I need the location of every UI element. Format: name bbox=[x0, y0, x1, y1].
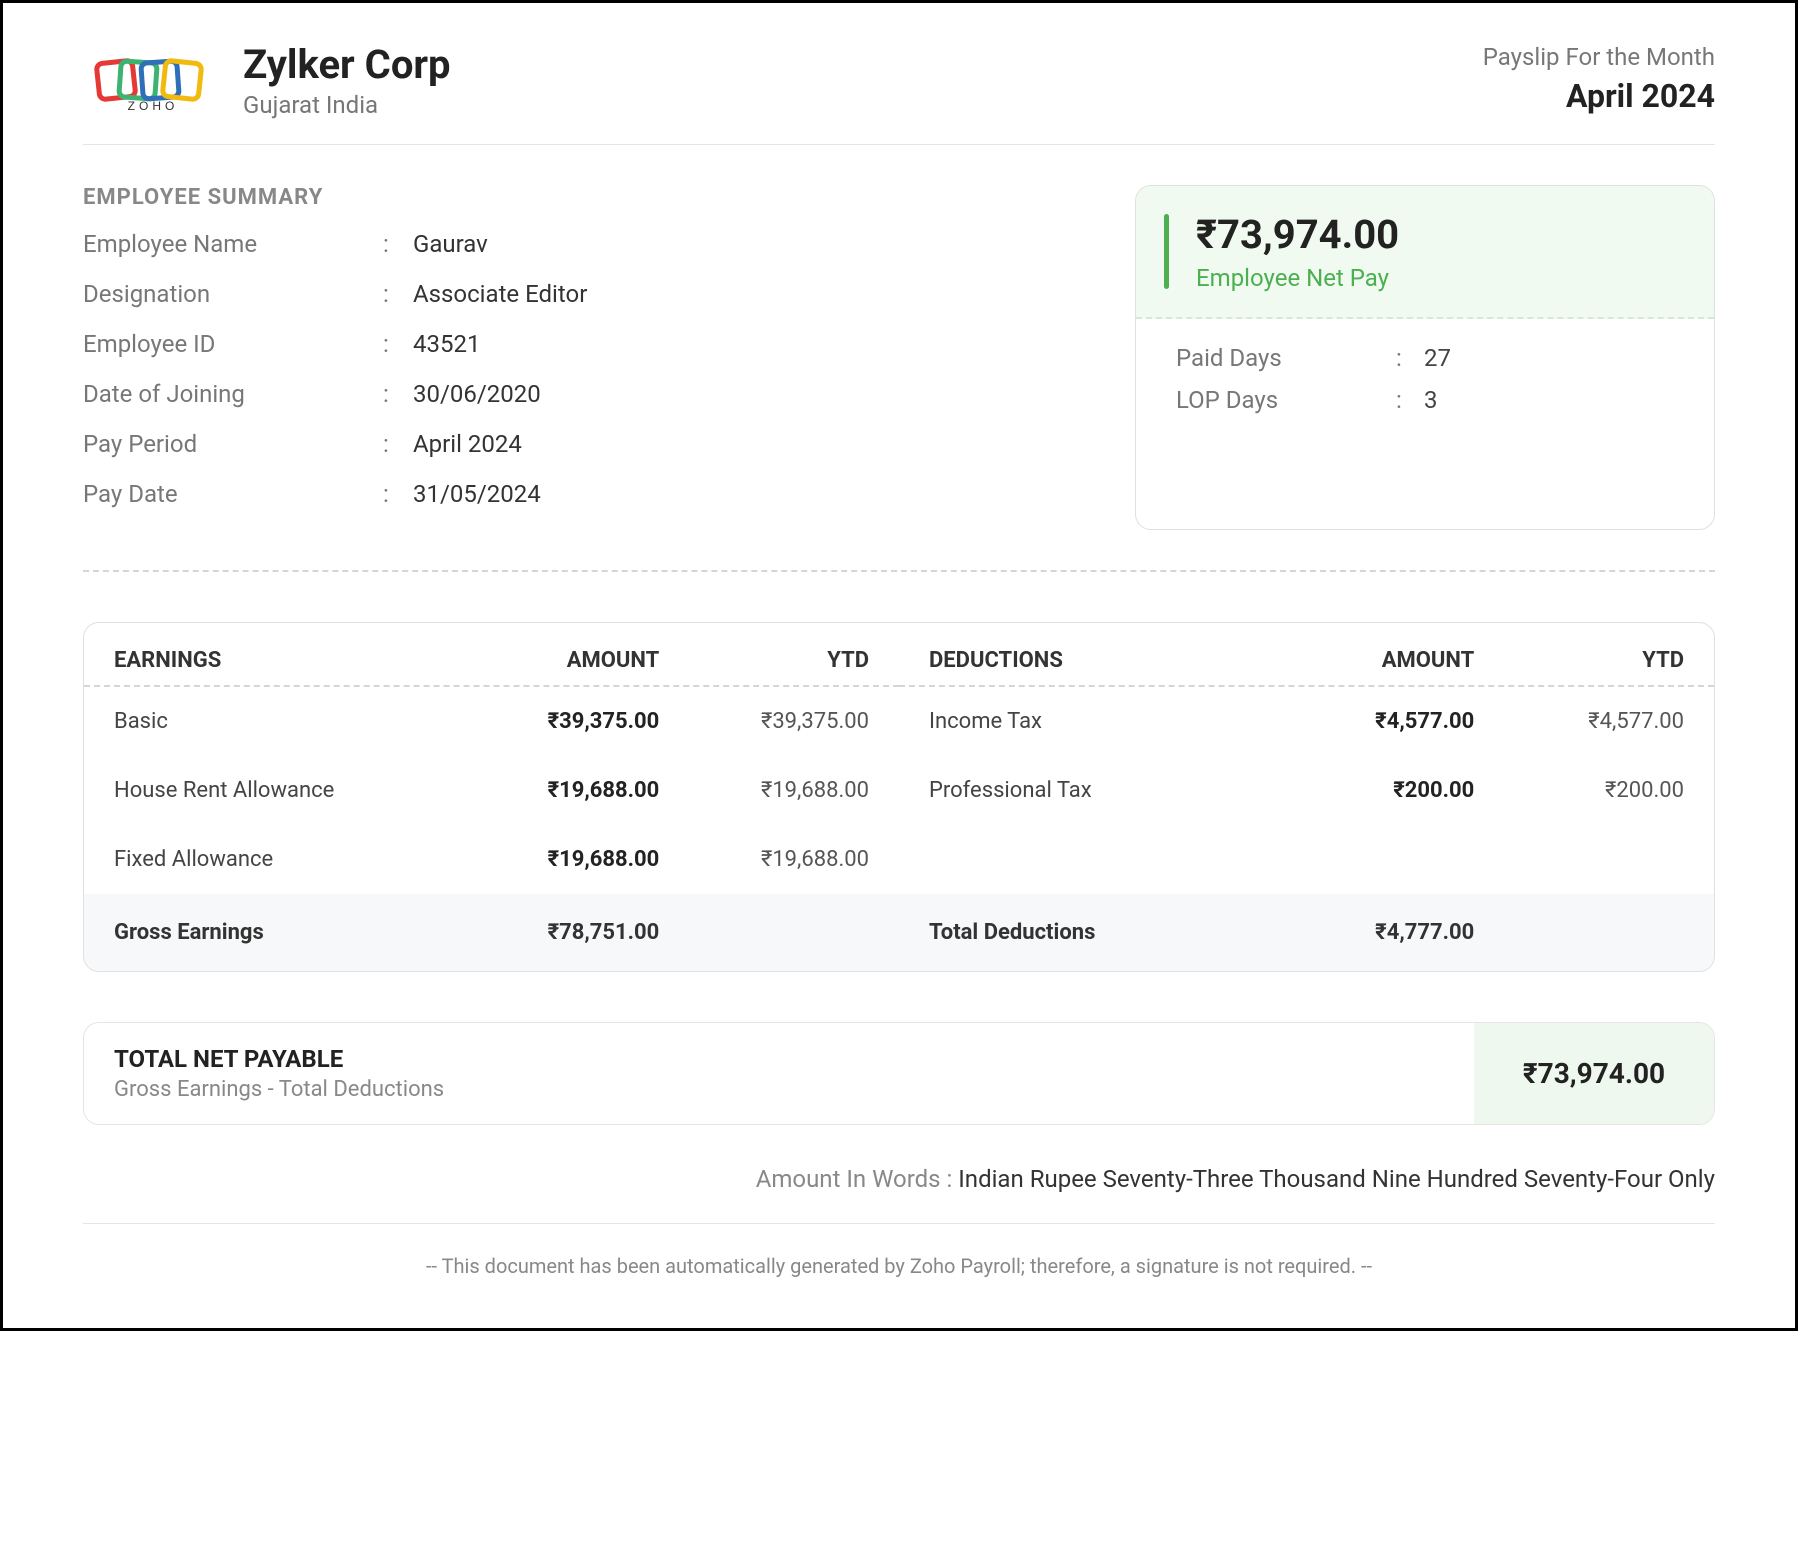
summary-row: Employee Name:Gaurav bbox=[83, 230, 1095, 258]
company-block: Zylker Corp Gujarat India bbox=[243, 43, 451, 119]
company-location: Gujarat India bbox=[243, 91, 451, 119]
earnings-deductions-card: EARNINGS AMOUNT YTD Basic₹39,375.00₹39,3… bbox=[83, 622, 1715, 972]
summary-label: Employee Name bbox=[83, 230, 383, 258]
deductions-row-empty bbox=[899, 825, 1714, 894]
payslip-month: April 2024 bbox=[1483, 77, 1715, 115]
deductions-column: DEDUCTIONS AMOUNT YTD Income Tax₹4,577.0… bbox=[899, 623, 1714, 894]
earnings-name: House Rent Allowance bbox=[114, 778, 450, 803]
company-name: Zylker Corp bbox=[243, 43, 451, 87]
earnings-amount: ₹19,688.00 bbox=[450, 778, 660, 803]
deductions-amount-header: AMOUNT bbox=[1265, 648, 1475, 673]
deductions-ytd-header: YTD bbox=[1474, 648, 1684, 673]
summary-value: Gaurav bbox=[413, 230, 488, 258]
employee-summary-title: EMPLOYEE SUMMARY bbox=[83, 185, 1095, 210]
deductions-row: Professional Tax₹200.00₹200.00 bbox=[899, 756, 1714, 825]
deductions-title: DEDUCTIONS bbox=[929, 648, 1265, 673]
earnings-amount-header: AMOUNT bbox=[450, 648, 660, 673]
header-left: ZOHO Zylker Corp Gujarat India bbox=[83, 43, 451, 119]
gross-earnings-label: Gross Earnings bbox=[114, 920, 450, 945]
earnings-ytd: ₹19,688.00 bbox=[659, 847, 869, 872]
netpay-row: LOP Days:3 bbox=[1176, 386, 1674, 414]
section-divider bbox=[83, 570, 1715, 572]
summary-value: April 2024 bbox=[413, 430, 522, 458]
summary-row: Pay Date:31/05/2024 bbox=[83, 480, 1095, 508]
netpay-row-value: 27 bbox=[1424, 344, 1451, 372]
summary-value: 31/05/2024 bbox=[413, 480, 541, 508]
zoho-logo-icon: ZOHO bbox=[83, 46, 223, 116]
earnings-ytd-header: YTD bbox=[659, 648, 869, 673]
gross-earnings-amount: ₹78,751.00 bbox=[450, 920, 660, 945]
deductions-ytd: ₹4,577.00 bbox=[1474, 709, 1684, 734]
payslip-page: ZOHO Zylker Corp Gujarat India Payslip F… bbox=[0, 0, 1798, 1331]
summary-label: Pay Date bbox=[83, 480, 383, 508]
netpay-row-label: Paid Days bbox=[1176, 344, 1396, 372]
amount-in-words-value: Indian Rupee Seventy-Three Thousand Nine… bbox=[958, 1165, 1715, 1193]
employee-summary: EMPLOYEE SUMMARY Employee Name:Gaurav Des… bbox=[83, 185, 1095, 530]
total-deductions-amount: ₹4,777.00 bbox=[1265, 920, 1475, 945]
netpay-row-value: 3 bbox=[1424, 386, 1438, 414]
summary-row: Employee ID:43521 bbox=[83, 330, 1095, 358]
amount-in-words-line: Amount In Words : Indian Rupee Seventy-T… bbox=[83, 1165, 1715, 1224]
summary-label: Designation bbox=[83, 280, 383, 308]
logo-brand-text: ZOHO bbox=[128, 99, 179, 113]
summary-row: Designation:Associate Editor bbox=[83, 280, 1095, 308]
net-pay-top: ₹73,974.00 Employee Net Pay bbox=[1136, 186, 1714, 319]
summary-label: Employee ID bbox=[83, 330, 383, 358]
earnings-ytd: ₹39,375.00 bbox=[659, 709, 869, 734]
netpay-row-label: LOP Days bbox=[1176, 386, 1396, 414]
header: ZOHO Zylker Corp Gujarat India Payslip F… bbox=[83, 43, 1715, 145]
deductions-amount: ₹200.00 bbox=[1265, 778, 1475, 803]
earnings-row: Fixed Allowance₹19,688.00₹19,688.00 bbox=[84, 825, 899, 894]
payslip-label: Payslip For the Month bbox=[1483, 43, 1715, 71]
deductions-amount: ₹4,577.00 bbox=[1265, 709, 1475, 734]
earnings-amount: ₹19,688.00 bbox=[450, 847, 660, 872]
summary-row: Pay Period:April 2024 bbox=[83, 430, 1095, 458]
total-deductions-label: Total Deductions bbox=[929, 920, 1265, 945]
summary-row: Date of Joining:30/06/2020 bbox=[83, 380, 1095, 408]
deductions-ytd: ₹200.00 bbox=[1474, 778, 1684, 803]
summary-label: Date of Joining bbox=[83, 380, 383, 408]
net-pay-accent-bar bbox=[1164, 214, 1169, 289]
total-deductions-row: Total Deductions ₹4,777.00 bbox=[899, 894, 1714, 971]
net-pay-bottom: Paid Days:27 LOP Days:3 bbox=[1136, 319, 1714, 453]
footer-note: -- This document has been automatically … bbox=[83, 1254, 1715, 1278]
amount-in-words-label: Amount In Words : bbox=[756, 1165, 959, 1193]
gross-earnings-row: Gross Earnings ₹78,751.00 bbox=[84, 894, 899, 971]
earnings-amount: ₹39,375.00 bbox=[450, 709, 660, 734]
header-right: Payslip For the Month April 2024 bbox=[1483, 43, 1715, 115]
summary-section: EMPLOYEE SUMMARY Employee Name:Gaurav Des… bbox=[83, 185, 1715, 530]
total-net-payable-subtitle: Gross Earnings - Total Deductions bbox=[114, 1077, 1444, 1102]
net-pay-label: Employee Net Pay bbox=[1196, 264, 1684, 292]
deductions-name: Professional Tax bbox=[929, 778, 1265, 803]
earnings-row: Basic₹39,375.00₹39,375.00 bbox=[84, 687, 899, 756]
earnings-row: House Rent Allowance₹19,688.00₹19,688.00 bbox=[84, 756, 899, 825]
deductions-name: Income Tax bbox=[929, 709, 1265, 734]
summary-value: 43521 bbox=[413, 330, 480, 358]
summary-value: Associate Editor bbox=[413, 280, 587, 308]
earnings-name: Fixed Allowance bbox=[114, 847, 450, 872]
netpay-row: Paid Days:27 bbox=[1176, 344, 1674, 372]
deductions-row: Income Tax₹4,577.00₹4,577.00 bbox=[899, 687, 1714, 756]
summary-value: 30/06/2020 bbox=[413, 380, 541, 408]
earnings-name: Basic bbox=[114, 709, 450, 734]
total-net-payable-title: TOTAL NET PAYABLE bbox=[114, 1045, 1444, 1073]
net-pay-amount: ₹73,974.00 bbox=[1196, 211, 1684, 258]
summary-label: Pay Period bbox=[83, 430, 383, 458]
total-net-payable-amount: ₹73,974.00 bbox=[1474, 1023, 1714, 1124]
earnings-ytd: ₹19,688.00 bbox=[659, 778, 869, 803]
earnings-column: EARNINGS AMOUNT YTD Basic₹39,375.00₹39,3… bbox=[84, 623, 899, 894]
earnings-title: EARNINGS bbox=[114, 648, 450, 673]
total-net-payable-card: TOTAL NET PAYABLE Gross Earnings - Total… bbox=[83, 1022, 1715, 1125]
net-pay-card: ₹73,974.00 Employee Net Pay Paid Days:27… bbox=[1135, 185, 1715, 530]
